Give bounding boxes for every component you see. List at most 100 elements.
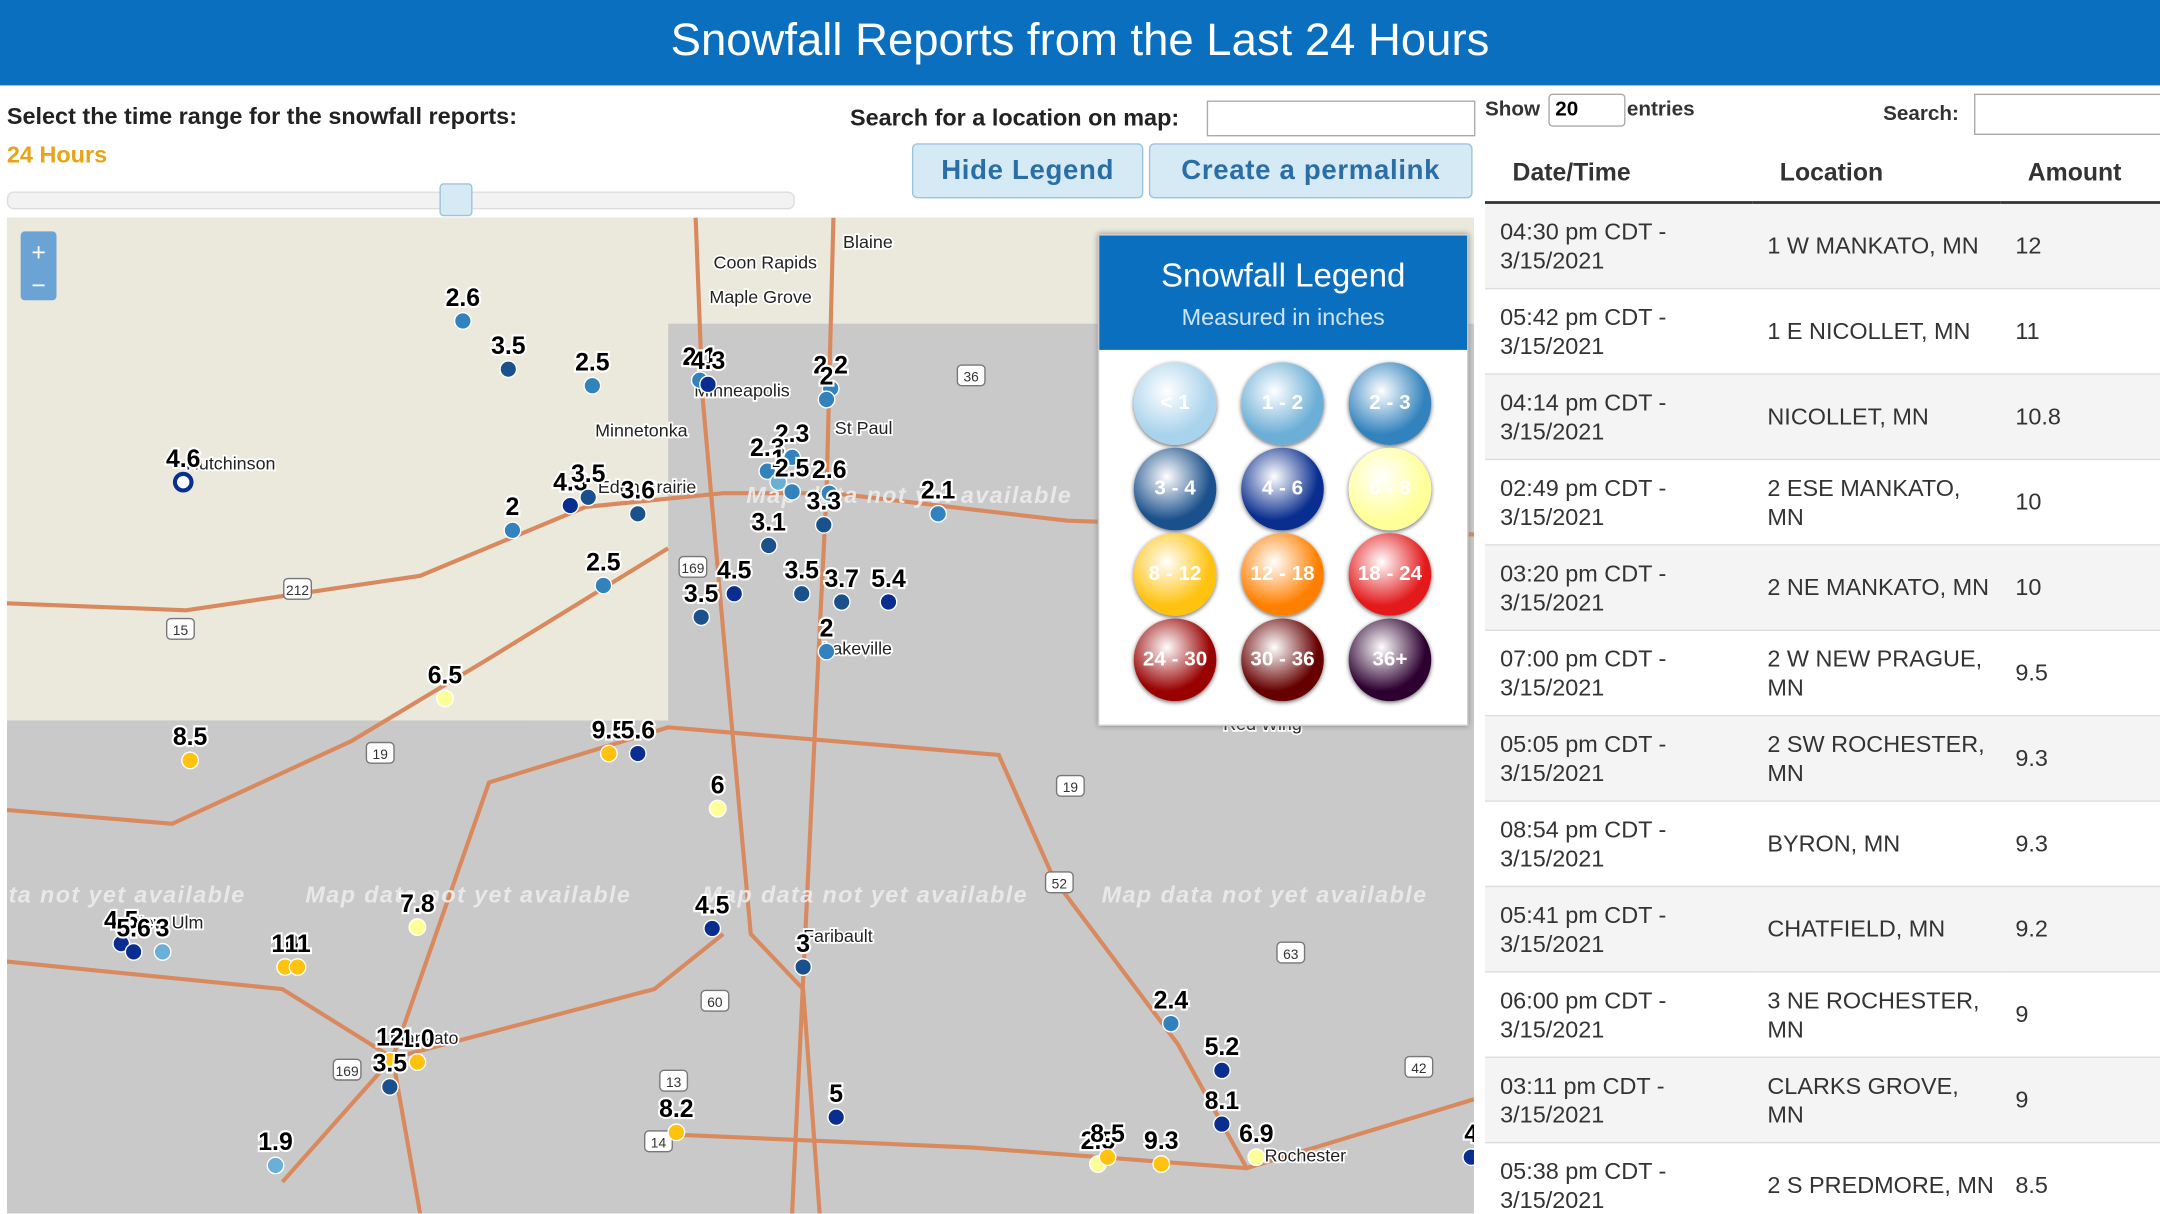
highway-shield: [283, 577, 313, 600]
report-label: 2.5: [586, 549, 621, 576]
legend-header: Snowfall Legend Measured in inches: [1099, 235, 1468, 350]
highway-number: 19: [1063, 780, 1078, 795]
legend-bin: 1 - 2: [1241, 362, 1324, 445]
legend-bin: 3 - 4: [1133, 447, 1217, 531]
location-cell: CLARKS GROVE, MN: [1752, 1057, 2001, 1144]
report-marker: [692, 608, 711, 627]
report-marker: [1152, 1155, 1171, 1173]
search-map-input[interactable]: [1206, 100, 1476, 137]
date-time-cell: 04:30 pm CDT - 3/15/2021: [1484, 202, 1753, 290]
highway-shield: [644, 1130, 673, 1153]
report-label: 6.9: [1239, 1121, 1273, 1148]
report-label: 2.1: [683, 344, 718, 371]
highway-shield: [956, 364, 986, 387]
permalink-button[interactable]: Create a permalink: [1148, 143, 1473, 199]
map-notice: Map data not yet available: [702, 881, 1028, 907]
location-cell: 3 NE ROCHESTER, MN: [1752, 971, 2001, 1058]
date-time-cell: 05:38 pm CDT - 3/15/2021: [1484, 1142, 1753, 1214]
hide-legend-button[interactable]: Hide Legend: [911, 143, 1144, 199]
report-marker: [929, 504, 948, 523]
page-size-select[interactable]: 20: [1548, 93, 1626, 127]
location-cell: 1 E NICOLLET, MN: [1752, 288, 2001, 375]
date-time-cell: 03:20 pm CDT - 3/15/2021: [1484, 544, 1753, 631]
report-marker: [499, 360, 518, 379]
report-marker: [594, 576, 613, 595]
report-marker: [1462, 1148, 1474, 1167]
highway-shield: [700, 989, 730, 1012]
zoom-out[interactable]: −: [31, 272, 45, 299]
highway-shield: [1404, 1055, 1434, 1078]
report-label: 4.6: [166, 446, 200, 473]
report-marker: [181, 751, 200, 770]
report-marker: [1161, 1014, 1180, 1033]
highway-number: 36: [964, 370, 980, 385]
time-range-value: 24 Hours: [6, 141, 108, 169]
table-row: 05:38 pm CDT - 3/15/2021 2 S PREDMORE, MN…: [1484, 1142, 2160, 1214]
table-row: 04:30 pm CDT - 3/15/2021 1 W MANKATO, MN 1…: [1484, 202, 2160, 290]
date-time-cell: 08:54 pm CDT - 3/15/2021: [1484, 801, 1753, 888]
column-header[interactable]: Location: [1752, 143, 2001, 204]
report-label: 2.3: [775, 421, 809, 448]
amount-cell: 9.2: [2000, 886, 2160, 973]
location-cell: 2 W NEW PRAGUE, MN: [1752, 630, 2001, 717]
report-label: 4.5: [717, 558, 752, 585]
amount-cell: 10.8: [2000, 374, 2160, 461]
location-cell: 2 NE MANKATO, MN: [1752, 544, 2001, 631]
highway-shield: [678, 555, 708, 578]
report-label: 3: [156, 916, 170, 943]
amount-cell: 11: [2000, 288, 2160, 375]
report-marker: [708, 799, 727, 818]
report-label: 2.5: [775, 456, 810, 483]
report-marker: [817, 390, 836, 409]
report-label: 1: [771, 446, 785, 473]
report-label: 3.6: [621, 478, 655, 505]
table-row: 07:00 pm CDT - 3/15/2021 2 W NEW PRAGUE, …: [1484, 630, 2160, 717]
legend-bin: 8 - 12: [1133, 533, 1217, 616]
zoom-in[interactable]: +: [31, 239, 45, 266]
amount-cell: 8.5: [2000, 1142, 2160, 1214]
place-label: Eden Prairie: [598, 477, 697, 497]
report-marker: [758, 462, 777, 481]
report-marker: [380, 1077, 399, 1096]
report-marker: [832, 593, 851, 611]
entries-label: entries: [1626, 97, 1695, 122]
report-marker: [879, 593, 898, 611]
search-input[interactable]: [1974, 93, 2160, 135]
column-header[interactable]: Date/Time: [1484, 143, 1753, 204]
report-label: 9.3: [1144, 1128, 1178, 1155]
report-label: 8.5: [173, 724, 208, 751]
report-label: 3.5: [684, 581, 719, 608]
report-label: 2: [506, 494, 520, 521]
search-label: Search:: [1883, 101, 1959, 126]
date-time-cell: 05:42 pm CDT - 3/15/2021: [1484, 288, 1753, 375]
show-label: Show: [1484, 97, 1541, 122]
date-time-cell: 04:14 pm CDT - 3/15/2021: [1484, 374, 1753, 461]
map-terrain: [530, 217, 669, 721]
slider-handle[interactable]: [439, 183, 473, 217]
report-marker: [380, 1051, 399, 1070]
highway-shield: [1055, 774, 1085, 797]
highway-number: 19: [373, 747, 388, 762]
location-cell: 1 W MANKATO, MN: [1752, 202, 2001, 290]
legend-bin: 4 - 6: [1241, 447, 1324, 531]
table-row: 03:11 pm CDT - 3/15/2021 CLARKS GROVE, MN…: [1484, 1057, 2160, 1144]
report-label: 3.3: [807, 489, 841, 516]
header-title: Snowfall Reports from the Last 24 Hours: [0, 0, 2160, 86]
date-time-cell: 02:49 pm CDT - 3/15/2021: [1484, 459, 1753, 546]
reports-table: Date/Time Location Amount 04:30 pm CDT - 3/…: [1484, 143, 2160, 1214]
report-marker: [583, 376, 602, 395]
column-header[interactable]: Amount: [2000, 143, 2160, 204]
report-marker: [827, 1108, 846, 1127]
place-label: New Ulm: [131, 912, 204, 932]
place-label: St Paul: [835, 418, 893, 438]
place-label: Minneapolis: [694, 381, 790, 401]
report-label: 2.1: [921, 478, 956, 505]
report-label: 3.5: [373, 1051, 408, 1078]
location-cell: NICOLLET, MN: [1752, 374, 2001, 461]
report-marker: [435, 689, 454, 708]
highway-shield: [165, 617, 195, 640]
report-label: 4: [1464, 1121, 1474, 1148]
table-row: 05:05 pm CDT - 3/15/2021 2 SW ROCHESTER, …: [1484, 715, 2160, 802]
highway-shield: [1044, 871, 1074, 894]
report-marker: [725, 584, 744, 603]
